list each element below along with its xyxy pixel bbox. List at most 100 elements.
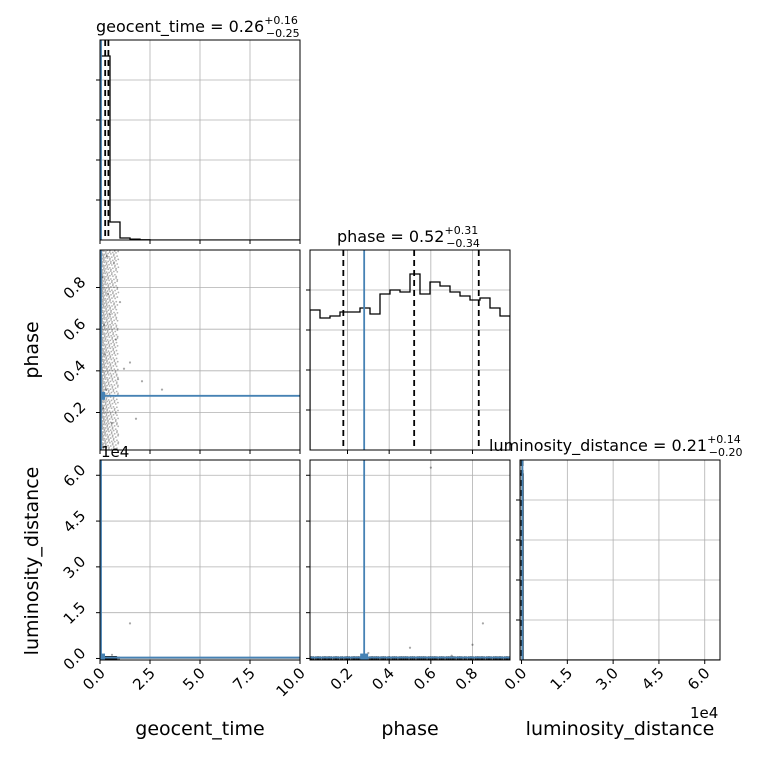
sample-point-dense <box>109 404 112 406</box>
sample-point-dense <box>102 358 104 361</box>
sample-point-dense <box>104 423 107 426</box>
sample-point <box>118 300 122 304</box>
sample-point-dense <box>116 280 119 283</box>
sample-point-dense <box>104 444 107 447</box>
sample-point <box>450 654 453 657</box>
sample-point-dense <box>117 409 119 412</box>
sample-point-dense <box>103 275 105 278</box>
panel-luminosity_distance-hist: 0.0 1.5 3.0 4.5 6.0 <box>501 459 721 694</box>
sample-point-dense <box>105 250 107 253</box>
sample-point-dense <box>105 291 107 294</box>
sample-point-dense <box>114 428 117 431</box>
sample-point-dense <box>102 292 104 295</box>
sample-point-dense <box>107 340 110 343</box>
sample-point-dense <box>113 302 116 304</box>
sample-point-dense <box>101 379 104 382</box>
ytick-label-phase: 0.2 <box>60 398 90 428</box>
sample-point-dense <box>107 333 110 335</box>
sample-point-dense <box>109 356 112 359</box>
sample-point-dense <box>101 388 104 391</box>
sample-point-dense <box>109 388 112 391</box>
sample-point-dense <box>107 373 110 376</box>
sample-point-dense <box>108 430 110 433</box>
sample-point-dense <box>104 346 107 349</box>
sample-point-dense <box>106 298 109 300</box>
sample-point-dense <box>109 421 112 424</box>
sample-point-dense <box>117 442 120 445</box>
sample-point-dense <box>113 432 116 435</box>
sample-point-dense <box>101 322 104 325</box>
sample-point-dense <box>107 276 110 279</box>
sample-point-dense <box>101 298 104 301</box>
sample-point-dense <box>110 399 113 402</box>
xlabel-phase: phase <box>381 718 438 740</box>
sample-point-dense <box>114 436 117 438</box>
sample-point-dense <box>114 313 117 316</box>
sample-point-dense <box>106 331 109 334</box>
sample-point-dense <box>110 358 113 361</box>
xtick-label-geocent_time: 5.0 <box>179 664 209 694</box>
sample-point-dense <box>113 286 115 289</box>
sample-point-dense <box>101 443 104 446</box>
sample-point-dense <box>105 373 108 376</box>
sample-point-dense <box>107 428 109 431</box>
sample-point-dense <box>111 305 113 307</box>
sample-point-dense <box>102 426 105 429</box>
sample-point-dense <box>115 325 118 328</box>
sample-point <box>108 313 112 316</box>
sample-point <box>471 643 474 646</box>
sample-point-dense <box>103 363 106 366</box>
sample-point-dense <box>111 418 114 421</box>
histogram-phase <box>310 273 510 450</box>
sample-point-dense <box>112 349 115 352</box>
sample-point-dense <box>105 320 108 322</box>
sample-point-dense <box>108 251 111 254</box>
sample-point-dense <box>109 405 112 408</box>
sample-point-dense <box>105 299 107 302</box>
grid-p21 <box>310 460 510 660</box>
xtick-label-luminosity_distance: 6.0 <box>684 664 714 694</box>
sample-point-dense <box>115 341 118 344</box>
sample-point-dense <box>110 375 113 378</box>
sample-point-dense <box>113 376 116 378</box>
sample-point-dense <box>114 306 116 309</box>
sample-point-dense <box>112 372 115 375</box>
sample-point-dense <box>101 290 104 293</box>
sample-point-dense <box>113 401 116 404</box>
sample-point-dense <box>113 335 116 338</box>
sample-point-dense <box>106 347 109 349</box>
sample-point-dense <box>105 310 108 313</box>
sample-point-dense <box>110 374 113 377</box>
sample-point-dense <box>115 318 118 320</box>
sample-point-dense <box>105 365 108 368</box>
sample-point-dense <box>102 360 105 363</box>
sample-point-dense <box>113 265 116 268</box>
sample-point-dense <box>106 321 109 324</box>
sample-point-dense <box>107 411 109 414</box>
sample-point-dense <box>117 384 119 387</box>
sample-point-dense <box>104 288 107 291</box>
sample-point-dense <box>114 346 117 349</box>
sample-point-dense <box>113 368 116 371</box>
sample-point-dense <box>110 309 113 312</box>
ytick-label-luminosity_distance: 0.0 <box>60 644 90 674</box>
sample-point-dense <box>102 442 105 445</box>
sample-point-dense <box>103 404 106 407</box>
sample-point-dense <box>115 285 117 287</box>
histogram-luminosity_distance <box>520 473 720 660</box>
sample-point-dense <box>102 399 105 402</box>
sample-point-dense <box>105 348 108 351</box>
sample-point-dense <box>112 254 115 257</box>
sample-point-dense <box>111 442 114 445</box>
sample-point-dense <box>111 279 113 282</box>
sample-point-dense <box>103 307 106 309</box>
sample-point-dense <box>114 314 117 317</box>
sample-point-dense <box>108 410 111 413</box>
sample-point-dense <box>108 344 111 346</box>
sample-point-dense <box>102 284 104 287</box>
sample-point-dense <box>113 250 116 252</box>
sample-point-dense <box>113 407 116 410</box>
sample-point-dense <box>112 405 115 408</box>
sample-point-dense <box>105 253 108 256</box>
sample-point-dense <box>113 384 116 386</box>
